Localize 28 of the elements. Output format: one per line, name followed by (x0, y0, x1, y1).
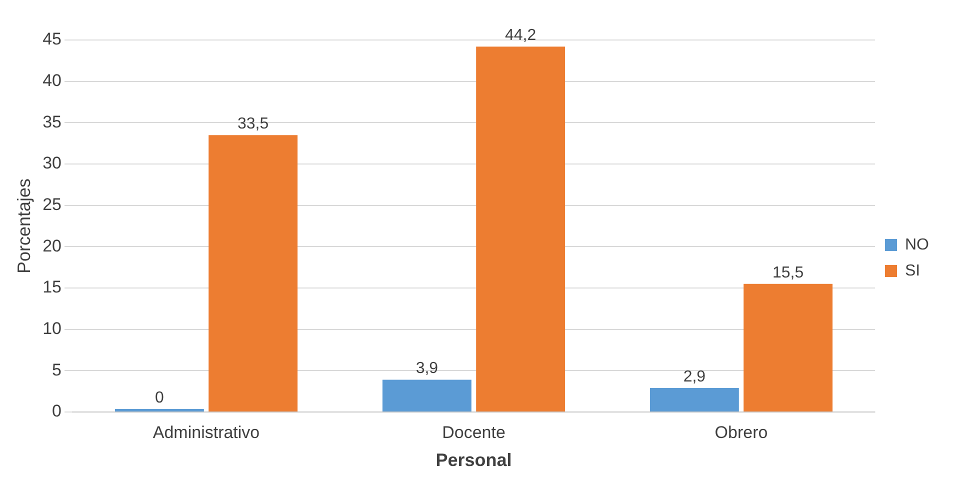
bar (208, 135, 298, 412)
data-label: 3,9 (416, 360, 438, 378)
y-tick-label: 25 (42, 195, 62, 214)
legend-label: NO (905, 236, 929, 254)
y-tick-label: 40 (42, 71, 62, 90)
bar (476, 46, 566, 412)
y-tick-label: 45 (42, 30, 62, 49)
x-axis-title: Personal (436, 450, 512, 470)
bar (650, 388, 739, 412)
y-tick-label: 35 (42, 112, 62, 132)
data-label: 2,9 (683, 368, 706, 386)
y-tick-label: 0 (52, 402, 62, 421)
bar (382, 380, 472, 412)
x-tick-label: Docente (442, 422, 506, 442)
y-tick-label: 20 (42, 236, 62, 256)
data-label: 44,2 (504, 27, 536, 44)
data-label: 15,5 (772, 264, 804, 282)
data-label: 0 (154, 389, 164, 406)
x-tick-label: Obrero (714, 422, 768, 442)
legend-label: SI (905, 262, 920, 280)
y-tick-label: 15 (42, 278, 62, 297)
y-tick-label: 5 (52, 360, 62, 380)
data-label: 33,5 (238, 115, 269, 132)
x-tick-label: Administrativo (152, 422, 260, 442)
y-tick-label: 10 (42, 319, 62, 338)
bar (744, 284, 833, 412)
y-tick-label: 30 (42, 154, 62, 173)
y-axis-title: Porcentajes (14, 178, 34, 274)
